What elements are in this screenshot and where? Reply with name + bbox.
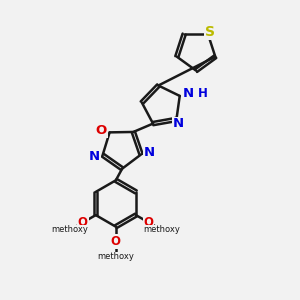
Text: S: S [205,25,215,39]
Text: methoxy: methoxy [52,226,88,235]
Text: methoxy: methoxy [143,226,180,235]
Text: H: H [198,87,208,100]
Text: N: N [172,117,184,130]
Text: O: O [111,235,121,248]
Text: methoxy: methoxy [98,252,134,261]
Text: N: N [182,87,194,100]
Text: N: N [89,150,100,163]
Text: O: O [78,216,88,229]
Text: N: N [144,146,155,159]
Text: O: O [96,124,107,137]
Text: O: O [144,216,154,229]
